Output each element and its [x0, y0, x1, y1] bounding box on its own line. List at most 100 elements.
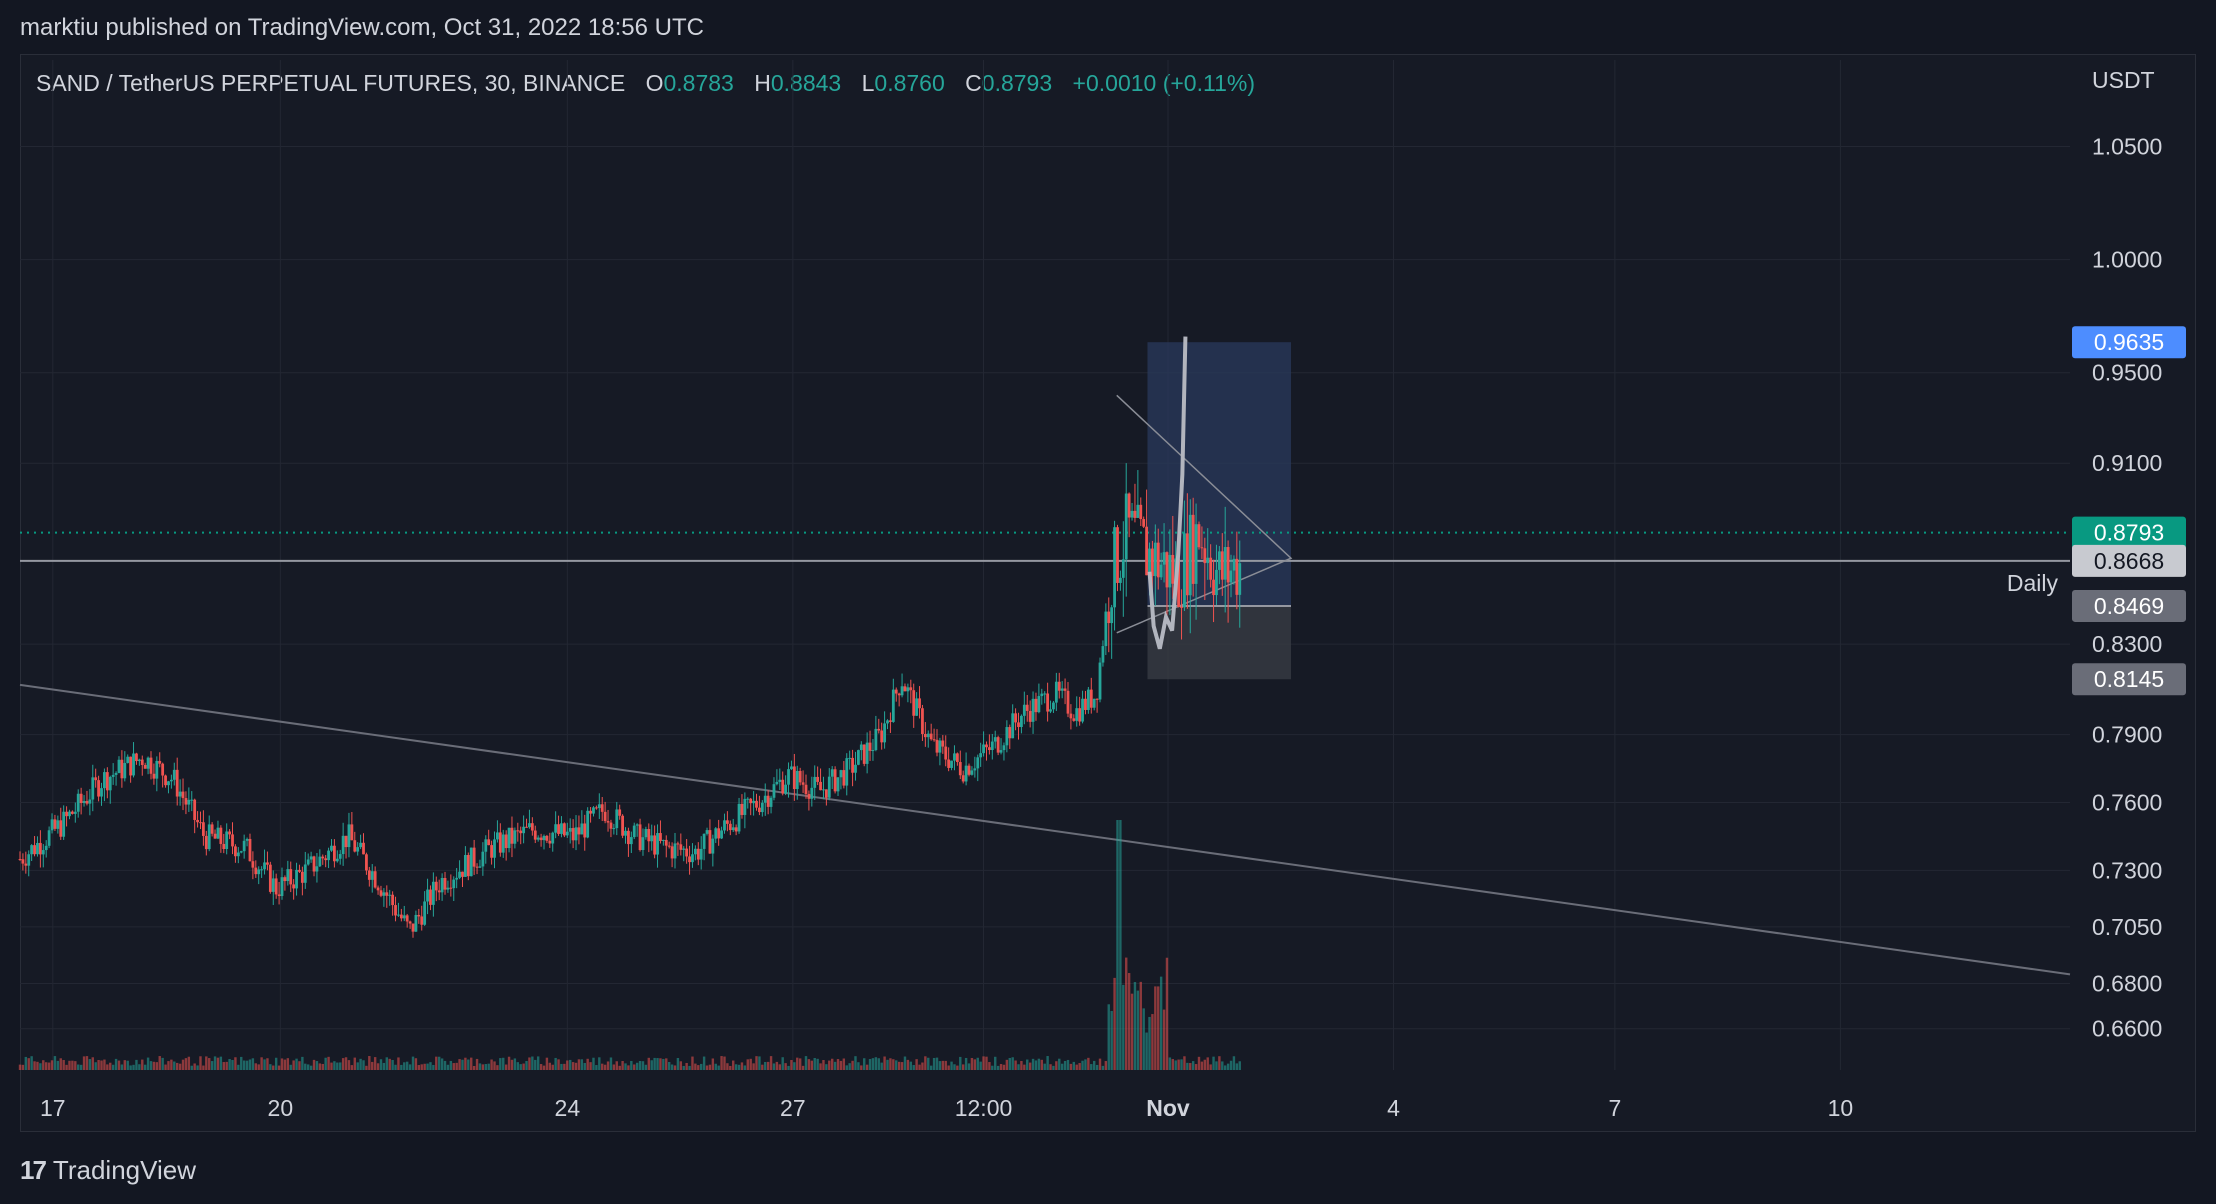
volume-bar — [280, 1058, 284, 1070]
candle-body — [175, 769, 179, 797]
change-value: +0.0010 (+0.11%) — [1072, 70, 1255, 96]
volume-bar — [336, 1062, 339, 1070]
volume-bar — [932, 1057, 936, 1070]
volume-bar — [635, 1062, 639, 1070]
price-label-box — [2072, 326, 2186, 359]
candle-body — [923, 733, 927, 738]
volume-bar — [327, 1056, 330, 1070]
candle-body — [728, 823, 732, 831]
candle-body — [1156, 542, 1160, 578]
volume-bar — [126, 1060, 129, 1070]
candle-body — [638, 824, 642, 850]
candle-body — [1034, 698, 1038, 713]
candle-body — [379, 890, 383, 896]
volume-bar — [609, 1057, 613, 1070]
volume-bar — [1165, 957, 1169, 1070]
volume-bar — [461, 1059, 464, 1070]
volume-bar — [880, 1062, 883, 1070]
volume-bar — [536, 1056, 540, 1070]
candle-body — [1232, 558, 1236, 571]
volume-bar — [769, 1056, 773, 1070]
candle-body — [1217, 551, 1221, 570]
volume-bar — [868, 1058, 872, 1070]
candle-body — [513, 830, 517, 844]
candle-body — [886, 720, 889, 724]
candle-body — [38, 842, 42, 855]
volume-bar — [295, 1058, 298, 1070]
candle-body — [219, 827, 223, 844]
candle-body — [571, 828, 575, 841]
candle-body — [193, 799, 197, 820]
candle-body — [172, 769, 176, 780]
candle-body — [484, 839, 488, 852]
volume-bar — [653, 1057, 656, 1070]
candle-body — [1151, 548, 1154, 577]
candle-body — [790, 766, 793, 770]
volume-bar — [1194, 1064, 1198, 1070]
candle-body — [487, 839, 491, 846]
volume-bar — [359, 1058, 362, 1070]
low-value: 0.8760 — [874, 70, 945, 96]
volume-bar — [455, 1062, 458, 1070]
volume-bar — [577, 1059, 581, 1070]
volume-bar — [1069, 1063, 1073, 1070]
candle-body — [653, 835, 657, 855]
volume-bar — [1014, 1060, 1017, 1070]
volume-bar — [531, 1056, 534, 1070]
volume-bar — [397, 1057, 400, 1070]
volume-bar — [88, 1059, 92, 1070]
volume-bar — [39, 1063, 42, 1070]
candle-body — [656, 833, 659, 855]
published-caption: marktiu published on TradingView.com, Oc… — [20, 14, 704, 41]
volume-bar — [810, 1060, 814, 1070]
volume-bar — [1031, 1058, 1035, 1070]
volume-bar — [1113, 977, 1116, 1070]
candle-body — [705, 830, 709, 834]
volume-bar — [68, 1060, 71, 1070]
volume-bar — [1037, 1058, 1041, 1070]
volume-bar — [330, 1062, 333, 1070]
volume-bar — [711, 1058, 715, 1070]
candle-body — [792, 766, 796, 790]
volume-bar — [301, 1056, 304, 1070]
candle-body — [338, 854, 342, 859]
candle-body — [632, 825, 636, 838]
volume-bar — [755, 1056, 758, 1070]
volume-bar — [1186, 1062, 1189, 1070]
top-bar: marktiu published on TradingView.com, Oc… — [0, 0, 2216, 54]
candles-group — [18, 463, 1242, 938]
volume-bar — [33, 1061, 36, 1070]
candle-body — [30, 845, 34, 855]
volume-bar — [245, 1060, 249, 1070]
candle-body — [82, 801, 86, 804]
candle-body — [1031, 698, 1035, 722]
symbol-label[interactable]: SAND / TetherUS PERPETUAL FUTURES, 30, B… — [36, 70, 626, 96]
volume-bar — [892, 1059, 895, 1070]
volume-bar — [994, 1056, 997, 1070]
candle-body — [70, 811, 74, 814]
candle-body — [1005, 727, 1009, 746]
candle-body — [565, 831, 569, 836]
candle-body — [303, 864, 307, 883]
candle-body — [664, 839, 668, 846]
price-label-box — [2072, 516, 2186, 549]
candle-body — [955, 753, 959, 763]
volume-bar — [956, 1065, 959, 1070]
candle-body — [1046, 693, 1050, 712]
chart-panel[interactable] — [20, 54, 2196, 1132]
price-label-text: 0.8668 — [2094, 548, 2164, 574]
candle-body — [376, 887, 380, 891]
candle-body — [950, 760, 953, 768]
candle-body — [167, 781, 170, 786]
candle-body — [1191, 514, 1195, 584]
price-label-text: 0.9635 — [2094, 329, 2164, 355]
volume-bar — [580, 1059, 584, 1070]
volume-bar — [766, 1061, 770, 1070]
candle-body — [210, 824, 214, 834]
volume-bar — [1232, 1056, 1236, 1070]
candle-body — [327, 850, 330, 861]
volume-bar — [202, 1065, 205, 1070]
candle-body — [461, 871, 464, 877]
volume-bar — [304, 1063, 307, 1070]
